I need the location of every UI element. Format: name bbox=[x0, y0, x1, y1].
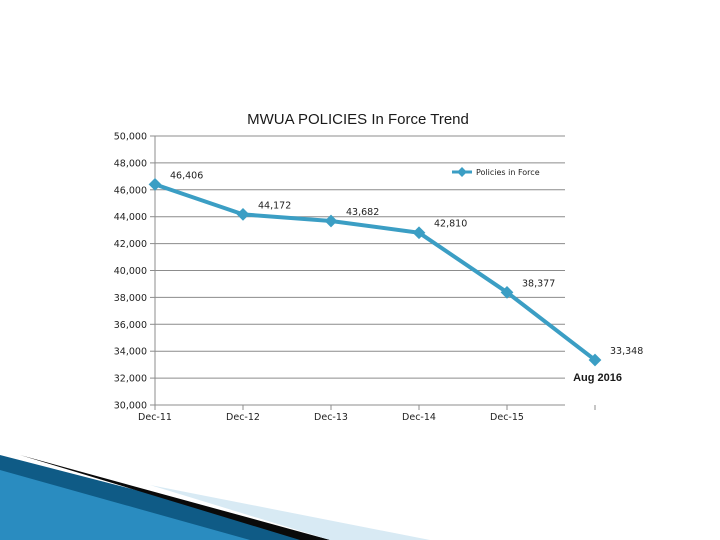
data-point bbox=[412, 226, 426, 240]
x-tick-label: Dec-11 bbox=[138, 412, 172, 423]
data-label: 42,810 bbox=[434, 219, 467, 230]
y-tick-label: 36,000 bbox=[114, 320, 147, 331]
legend-swatch-marker bbox=[457, 167, 467, 177]
y-tick-label: 32,000 bbox=[114, 374, 147, 385]
data-point bbox=[148, 177, 162, 191]
chart-title: MWUA POLICIES In Force Trend bbox=[247, 111, 469, 128]
gridlines bbox=[155, 135, 565, 406]
data-point bbox=[236, 208, 250, 221]
data-point bbox=[324, 214, 338, 228]
corner-decoration bbox=[0, 455, 430, 540]
y-tick-label: 50,000 bbox=[114, 132, 147, 143]
y-tick-label: 42,000 bbox=[114, 239, 147, 250]
y-tick-label: 40,000 bbox=[114, 266, 147, 277]
y-tick-label: 44,000 bbox=[114, 212, 147, 223]
y-tick-label: 30,000 bbox=[114, 401, 147, 412]
data-label: 46,406 bbox=[170, 170, 203, 181]
y-tick-label: 48,000 bbox=[114, 158, 147, 169]
x-tick-label: Dec-15 bbox=[490, 412, 524, 423]
data-label: 43,682 bbox=[346, 207, 379, 218]
y-tick-label: 38,000 bbox=[114, 293, 147, 304]
data-point bbox=[500, 285, 514, 299]
x-tick-label: Dec-14 bbox=[402, 412, 436, 423]
y-tick-label: 46,000 bbox=[114, 185, 147, 196]
data-label: 33,348 bbox=[610, 346, 643, 357]
series-line bbox=[154, 182, 597, 362]
y-tick-label: 34,000 bbox=[114, 347, 147, 358]
y-axis: 30,000 32,000 34,000 36,000 38,000 40,000 42,0… bbox=[114, 132, 156, 412]
legend: Policies in Force bbox=[452, 167, 540, 177]
x-tick-label: Dec-13 bbox=[314, 412, 348, 423]
data-labels: 46,406 44,172 43,682 42,810 38,377 33,348 bbox=[170, 170, 643, 357]
data-label: 38,377 bbox=[522, 278, 555, 289]
legend-label: Policies in Force bbox=[476, 168, 540, 177]
x-tick-label: Dec-12 bbox=[226, 412, 260, 423]
data-label: 44,172 bbox=[258, 200, 291, 211]
date-annotation: Aug 2016 bbox=[573, 372, 622, 384]
x-axis: Dec-11 Dec-12 Dec-13 Dec-14 Dec-15 bbox=[138, 405, 596, 423]
series-policies-in-force bbox=[148, 177, 602, 367]
